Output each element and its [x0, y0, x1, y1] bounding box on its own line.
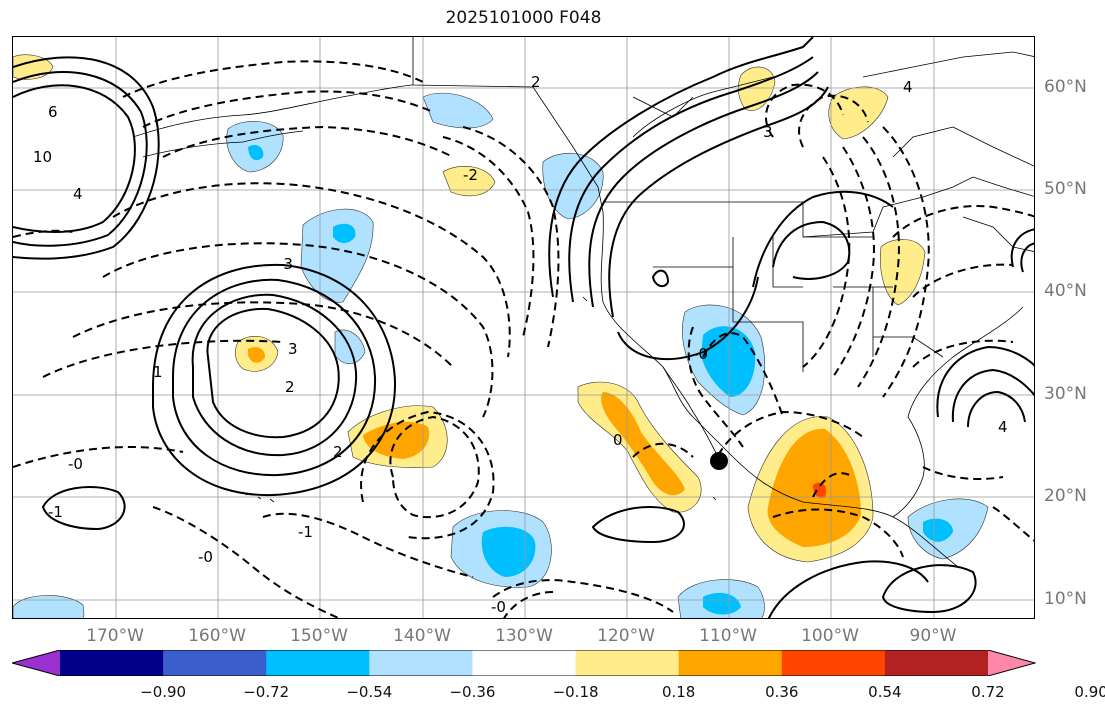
lat-label-60n: 60°N [1044, 77, 1087, 97]
colorbar-tick-label: −0.90 [140, 683, 187, 701]
neg-anomaly-gulf-california-core [701, 326, 756, 397]
contour-label: -0 [491, 598, 506, 616]
contour-label: 2 [285, 378, 295, 396]
lon-label-140w: 140°W [393, 626, 451, 646]
colorbar-segments [12, 650, 1035, 676]
colorbar-segment [781, 650, 886, 676]
contour-label: 4 [903, 78, 913, 96]
contour-label-group: -3 -2 -1 0 -0 1 2 3 4 6 10 2 -0 4 -1 2 4… [33, 73, 1008, 616]
colorbar-tick-label: 0.18 [661, 683, 696, 701]
colorbar-tick-label: −0.72 [243, 683, 290, 701]
colorbar-segment [60, 650, 164, 676]
contour-label: -0 [693, 345, 708, 363]
contour-label: 3 [288, 340, 298, 358]
pos-anomaly-mexico-peak [813, 482, 827, 498]
lon-label-100w: 100°W [801, 626, 859, 646]
lon-label-150w: 150°W [290, 626, 348, 646]
contour-label: -0 [68, 455, 83, 473]
contour-label: 0 [613, 431, 623, 449]
pos-anomaly-ne-pacific [442, 166, 496, 197]
lat-label-10n: 10°N [1044, 589, 1087, 609]
colorbar-segment [575, 650, 680, 676]
contour-label: -1 [298, 523, 313, 541]
contour-label: 2 [333, 443, 343, 461]
contour-label: -3 [278, 255, 293, 273]
lon-label-120w: 120°W [597, 626, 655, 646]
lat-label-40n: 40°N [1044, 281, 1087, 301]
neg-anomaly-south-mexico-core [703, 592, 741, 615]
neg-anomaly-gulf-alaska [422, 92, 494, 129]
colorbar-extend-low [12, 650, 60, 676]
colorbar-tick-label: 0.54 [868, 683, 902, 701]
coastlines [132, 37, 1034, 568]
colorbar-tick-label: −0.36 [449, 683, 496, 701]
colorbar [12, 650, 1036, 676]
colorbar-tick-label: 0.90 [1074, 683, 1105, 701]
neg-anomaly-central-america-core [923, 518, 953, 542]
lon-label-160w: 160°W [188, 626, 246, 646]
colorbar-tick-label: 0.72 [971, 683, 1005, 701]
contours-dashed [13, 60, 1034, 618]
pos-anomaly-hudson [738, 66, 776, 111]
lat-label-30n: 30°N [1044, 384, 1087, 404]
contour-label: 3 [763, 123, 773, 141]
contours-solid [13, 37, 1034, 618]
colorbar-segment [369, 650, 473, 676]
colorbar-tick-label: 0.36 [765, 683, 799, 701]
neg-anomaly-central-pacific-core [333, 223, 356, 243]
colorbar-segment [678, 650, 783, 676]
pos-anomaly-hawaii-east-core [363, 421, 430, 459]
colorbar-segment [266, 650, 370, 676]
lon-label-170w: 170°W [86, 626, 144, 646]
lat-label-20n: 20°N [1044, 486, 1087, 506]
colorbar-segment [163, 650, 267, 676]
contour-label: 10 [33, 148, 52, 166]
colorbar-tick-label: −0.54 [346, 683, 393, 701]
neg-anomaly-hawaii-south-core [481, 526, 536, 577]
contour-label: 6 [48, 103, 58, 121]
colorbar-segment [884, 650, 989, 676]
pos-anomaly-subtropical-core [248, 347, 265, 363]
neg-anomaly-bc-coast [542, 152, 604, 220]
contour-label: -1 [48, 503, 63, 521]
contour-label: -2 [463, 166, 478, 184]
contour-label: 2 [531, 73, 541, 91]
graticule [13, 37, 1034, 618]
map-svg: -3 -2 -1 0 -0 1 2 3 4 6 10 2 -0 4 -1 2 4… [13, 37, 1034, 618]
contour-label: 1 [153, 363, 163, 381]
lat-label-50n: 50°N [1044, 179, 1087, 199]
contour-label: -0 [198, 548, 213, 566]
lon-label-130w: 130°W [495, 626, 553, 646]
colorbar-segment [472, 650, 577, 676]
contour-label: 4 [998, 418, 1008, 436]
pos-anomaly-baja-core [601, 392, 685, 496]
map-title: 2025101000 F048 [445, 8, 602, 28]
pos-anomaly-labrador [828, 86, 889, 140]
lon-label-90w: 90°W [909, 626, 957, 646]
pos-anomaly-great-lakes [880, 239, 926, 306]
map-panel[interactable]: -3 -2 -1 0 -0 1 2 3 4 6 10 2 -0 4 -1 2 4… [12, 36, 1035, 619]
contour-label: 4 [73, 185, 83, 203]
neg-anomaly-bering-core [248, 145, 264, 161]
colorbar-tick-label: −0.18 [552, 683, 599, 701]
neg-anomaly-southwest-corner [13, 595, 85, 618]
colorbar-extend-high [988, 650, 1035, 676]
location-marker[interactable] [710, 452, 728, 470]
lon-label-110w: 110°W [699, 626, 757, 646]
